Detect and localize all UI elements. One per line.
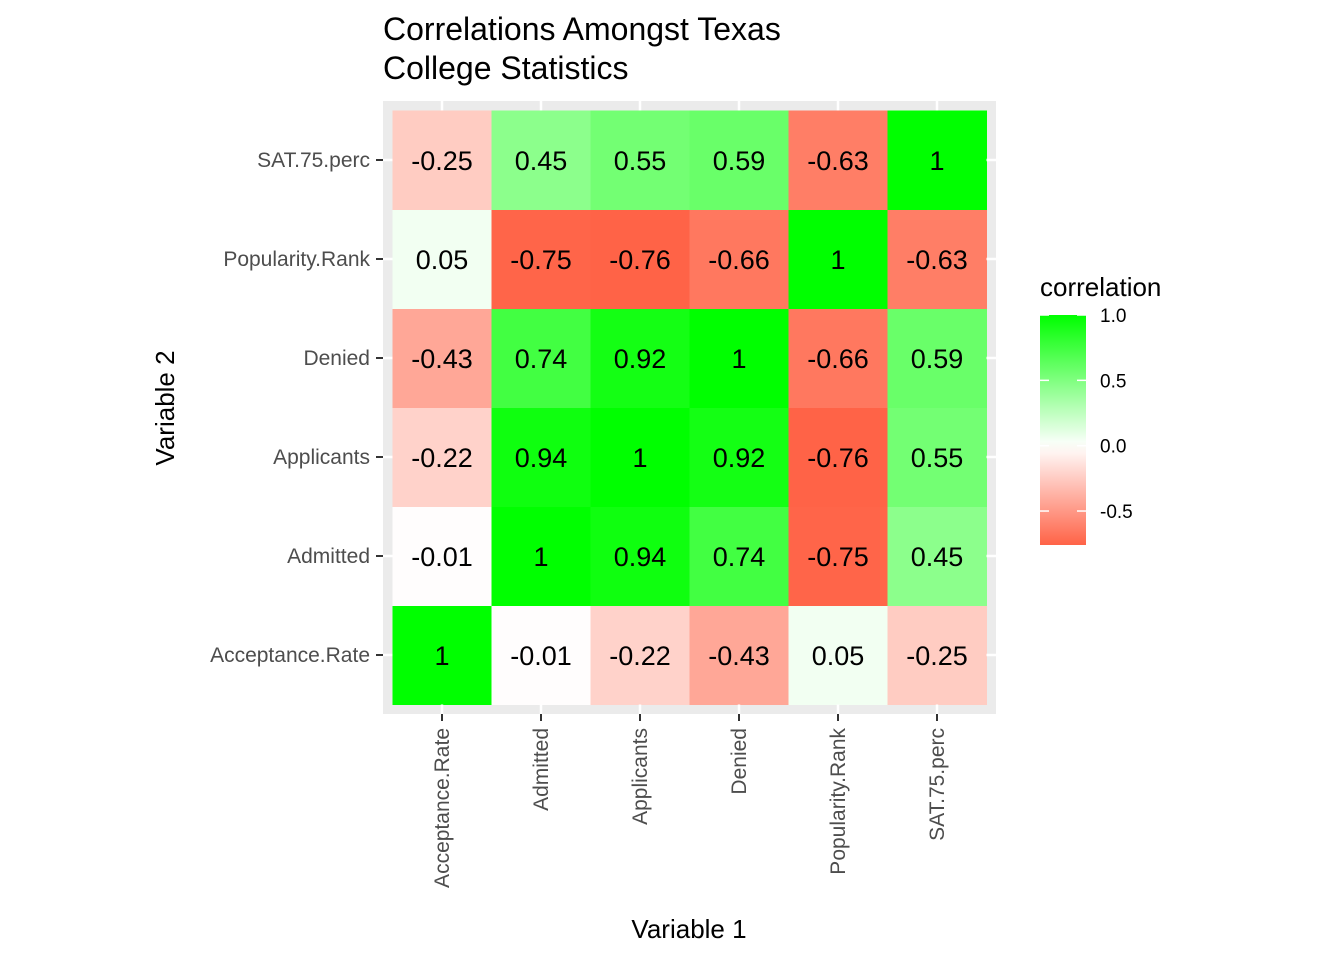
heatmap-cell-sat-75-perc-denied [887, 308, 987, 408]
heatmap-cell-acceptance-rate-applicants [392, 407, 492, 507]
heatmap-cell-applicants-denied [590, 308, 690, 408]
cell-value-label: 1 [731, 344, 746, 374]
cell-value-label: 1 [434, 641, 449, 671]
heatmap-cell-admitted-admitted [491, 506, 591, 606]
cell-value-label: -0.75 [510, 245, 572, 275]
heatmap-cell-applicants-popularity-rank [590, 209, 690, 309]
y-tick-label: SAT.75.perc [257, 149, 370, 172]
heatmap-cell-admitted-popularity-rank [491, 209, 591, 309]
cell-value-label: -0.01 [510, 641, 572, 671]
heatmap-cell-sat-75-perc-acceptance-rate [887, 605, 987, 705]
cell-value-label: 0.45 [911, 542, 964, 572]
cell-value-label: 1 [830, 245, 845, 275]
cell-value-label: -0.43 [708, 641, 770, 671]
cell-value-label: 1 [929, 146, 944, 176]
legend-title: correlation [1040, 272, 1161, 302]
heatmap-cell-popularity-rank-admitted [788, 506, 888, 606]
heatmap-cells: 1 -0.01 -0.22 -0.43 0.05 -0.25 -0.01 1 0.94 0.74 -… [383, 101, 996, 714]
cell-value-label: 0.94 [614, 542, 667, 572]
cell-value-label: -0.75 [807, 542, 869, 572]
heatmap-cell-acceptance-rate-popularity-rank [392, 209, 492, 309]
heatmap-cell-sat-75-perc-admitted [887, 506, 987, 606]
heatmap-cell-sat-75-perc-popularity-rank [887, 209, 987, 309]
heatmap-cell-applicants-applicants [590, 407, 690, 507]
legend: correlation 1.0 0.5 0.0 -0.5 [1040, 272, 1161, 545]
heatmap-cell-popularity-rank-sat-75-perc [788, 110, 888, 210]
cell-value-label: 0.74 [713, 542, 766, 572]
cell-value-label: 0.05 [812, 641, 865, 671]
heatmap-cell-denied-popularity-rank [689, 209, 789, 309]
x-tick-label: Denied [728, 728, 751, 795]
cell-value-label: -0.66 [708, 245, 770, 275]
y-axis: Acceptance.Rate Admitted Applicants Denied P… [210, 149, 383, 667]
cell-value-label: 0.05 [416, 245, 469, 275]
cell-value-label: 0.92 [713, 443, 766, 473]
heatmap-cell-denied-admitted [689, 506, 789, 606]
cell-value-label: -0.43 [411, 344, 473, 374]
heatmap-cell-admitted-sat-75-perc [491, 110, 591, 210]
cell-value-label: 0.59 [911, 344, 964, 374]
chart-title-line-2: College Statistics [383, 50, 628, 86]
heatmap-cell-acceptance-rate-admitted [392, 506, 492, 606]
cell-value-label: -0.76 [807, 443, 869, 473]
cell-value-label: 1 [533, 542, 548, 572]
legend-tick-label: -0.5 [1100, 502, 1133, 523]
legend-tick-label: 0.0 [1100, 437, 1126, 458]
y-tick-label: Applicants [273, 446, 370, 469]
heatmap-cell-popularity-rank-denied [788, 308, 888, 408]
heatmap-cell-popularity-rank-popularity-rank [788, 209, 888, 309]
cell-value-label: -0.22 [609, 641, 671, 671]
heatmap-cell-denied-applicants [689, 407, 789, 507]
cell-value-label: -0.63 [807, 146, 869, 176]
cell-value-label: -0.66 [807, 344, 869, 374]
heatmap-cell-sat-75-perc-applicants [887, 407, 987, 507]
cell-value-label: 0.55 [614, 146, 667, 176]
heatmap-cell-popularity-rank-applicants [788, 407, 888, 507]
heatmap-cell-applicants-admitted [590, 506, 690, 606]
cell-value-label: 0.45 [515, 146, 568, 176]
heatmap-cell-denied-denied [689, 308, 789, 408]
heatmap-cell-popularity-rank-acceptance-rate [788, 605, 888, 705]
heatmap-cell-denied-sat-75-perc [689, 110, 789, 210]
heatmap-cell-admitted-acceptance-rate [491, 605, 591, 705]
cell-value-label: -0.25 [411, 146, 473, 176]
cell-value-label: -0.01 [411, 542, 473, 572]
legend-tick-label: 0.5 [1100, 371, 1126, 392]
heatmap-cell-acceptance-rate-denied [392, 308, 492, 408]
x-tick-label: SAT.75.perc [926, 728, 949, 841]
cell-value-label: 0.94 [515, 443, 568, 473]
heatmap-cell-applicants-acceptance-rate [590, 605, 690, 705]
heatmap-cell-applicants-sat-75-perc [590, 110, 690, 210]
heatmap-cell-acceptance-rate-sat-75-perc [392, 110, 492, 210]
heatmap-cell-admitted-applicants [491, 407, 591, 507]
x-tick-label: Admitted [530, 728, 553, 811]
cell-value-label: -0.25 [906, 641, 968, 671]
heatmap-cell-denied-acceptance-rate [689, 605, 789, 705]
x-tick-label: Acceptance.Rate [431, 728, 454, 888]
heatmap-cell-acceptance-rate-acceptance-rate [392, 605, 492, 705]
y-tick-label: Popularity.Rank [223, 248, 370, 271]
cell-value-label: 0.92 [614, 344, 667, 374]
cell-value-label: -0.76 [609, 245, 671, 275]
heatmap-cell-admitted-denied [491, 308, 591, 408]
cell-value-label: -0.22 [411, 443, 473, 473]
legend-tick-label: 1.0 [1100, 306, 1126, 327]
x-tick-label: Applicants [629, 728, 652, 825]
cell-value-label: 0.55 [911, 443, 964, 473]
y-tick-label: Denied [303, 347, 370, 370]
chart-title-line-1: Correlations Amongst Texas [383, 11, 781, 47]
heatmap-cell-sat-75-perc-sat-75-perc [887, 110, 987, 210]
x-axis-title: Variable 1 [631, 914, 746, 944]
y-tick-label: Acceptance.Rate [210, 644, 370, 667]
legend-colorbar [1040, 315, 1086, 545]
y-axis-title: Variable 2 [150, 350, 180, 465]
x-axis: Acceptance.Rate Admitted Applicants Denied P… [431, 714, 949, 888]
cell-value-label: 0.59 [713, 146, 766, 176]
cell-value-label: 0.74 [515, 344, 568, 374]
cell-value-label: -0.63 [906, 245, 968, 275]
y-tick-label: Admitted [287, 545, 370, 568]
cell-value-label: 1 [632, 443, 647, 473]
x-tick-label: Popularity.Rank [827, 728, 850, 875]
